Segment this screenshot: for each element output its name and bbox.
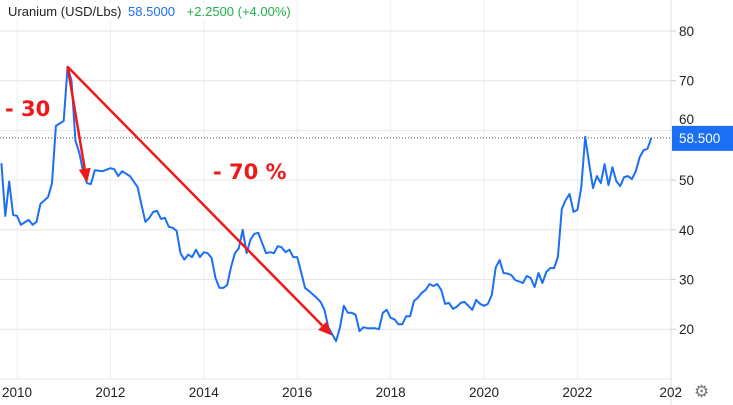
annotations: - 30 - 70 %: [5, 65, 333, 336]
y-tick-label: 80: [679, 24, 694, 39]
x-tick-label: 2022: [562, 385, 592, 400]
instrument-name: Uranium (USD/Lbs): [8, 4, 122, 19]
grid: [0, 0, 672, 405]
x-tick-label: 202: [660, 385, 683, 400]
price-series-line: [0, 65, 653, 343]
x-tick-label: 2018: [376, 385, 406, 400]
x-tick-label: 2014: [189, 385, 220, 400]
y-tick-label: 20: [679, 322, 694, 337]
y-tick-label: 70: [679, 74, 694, 89]
x-tick-label: 2020: [469, 385, 499, 400]
price-change: +2.2500 (+4.00%): [186, 4, 291, 19]
last-price-badge-text: 58.500: [679, 131, 720, 146]
x-tick-label: 2010: [2, 385, 32, 400]
annotation-arrow-shaft: [66, 66, 86, 169]
y-tick-label: 60: [679, 112, 694, 127]
y-tick-label: 40: [679, 223, 694, 238]
annotation-arrow-head: [78, 167, 91, 183]
chart-header: Uranium (USD/Lbs) 58.5000 +2.2500 (+4.00…: [8, 4, 295, 19]
annotation-label: - 30: [5, 97, 50, 121]
x-tick-label: 2016: [282, 385, 312, 400]
y-axis: 80 70 60 50 40 30 20: [671, 24, 694, 337]
x-tick-label: 2012: [95, 385, 125, 400]
last-price-badge: 58.500: [672, 125, 733, 151]
annotation-label: - 70 %: [213, 160, 287, 184]
last-price: 58.5000: [128, 4, 176, 19]
last-price-badge-bg: [672, 125, 733, 151]
y-tick-label: 30: [679, 273, 694, 288]
gear-icon[interactable]: ⚙: [694, 382, 710, 401]
y-tick-label: 50: [679, 173, 694, 188]
annotation-arrow-shaft: [66, 65, 324, 327]
annotation-arrow-head: [318, 321, 333, 336]
x-axis: 2010 2012 2014 2016 2018 2020 2022 202: [2, 385, 682, 400]
